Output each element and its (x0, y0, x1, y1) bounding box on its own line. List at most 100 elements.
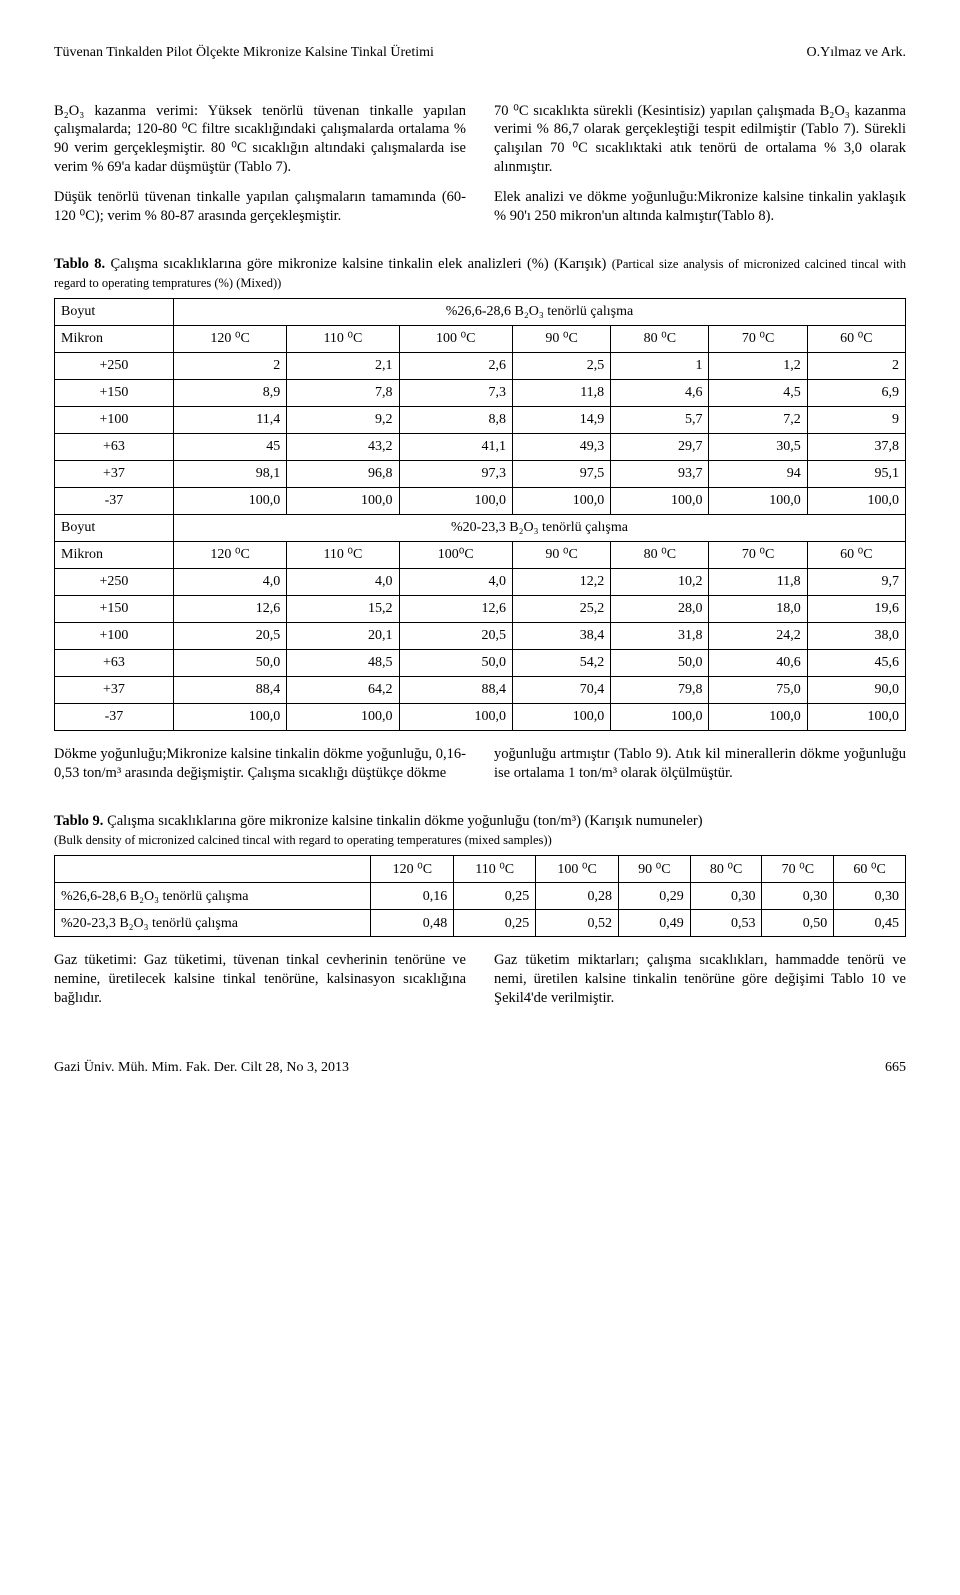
table-row-label: +100 (55, 623, 174, 650)
table-cell: 75,0 (709, 677, 807, 704)
table9-empty-hdr (55, 856, 371, 883)
intro-right-column: 70 ⁰C sıcaklıkta sürekli (Kesintisiz) ya… (494, 102, 906, 237)
table-cell: 100,0 (399, 488, 512, 515)
table9-h-2: 100 ⁰C (536, 856, 619, 883)
para-gaz-tuketimi: Gaz tüketimi: Gaz tüketimi, tüvenan tink… (54, 951, 466, 1007)
table-cell: 8,8 (399, 407, 512, 434)
table-row-label: +250 (55, 569, 174, 596)
table-cell: 41,1 (399, 434, 512, 461)
table-cell: 0,30 (834, 883, 906, 910)
table-cell: 7,3 (399, 380, 512, 407)
table8-h1-3: 90 ⁰C (512, 326, 610, 353)
table9-h-4: 80 ⁰C (690, 856, 762, 883)
table8-h1-1: 110 ⁰C (287, 326, 399, 353)
table-cell: 2,1 (287, 353, 399, 380)
table9-h-6: 60 ⁰C (834, 856, 906, 883)
table-cell: 12,6 (173, 596, 286, 623)
table-cell: 0,25 (454, 883, 536, 910)
para-yogunluk-artis: yoğunluğu artmıştır (Tablo 9). Atık kil … (494, 745, 906, 782)
table-row-label: +100 (55, 407, 174, 434)
table8-caption-rest: Çalışma sıcaklıklarına göre mikronize ka… (105, 256, 612, 272)
table-row-label: -37 (55, 488, 174, 515)
table-cell: 31,8 (611, 623, 709, 650)
table8-h1-2: 100 ⁰C (399, 326, 512, 353)
table-cell: 40,6 (709, 650, 807, 677)
table-cell: 100,0 (611, 488, 709, 515)
table-cell: 50,0 (611, 650, 709, 677)
table-row-label: -37 (55, 704, 174, 731)
table9-h-5: 70 ⁰C (762, 856, 834, 883)
table-cell: 100,0 (287, 488, 399, 515)
table-cell: 14,9 (512, 407, 610, 434)
table-cell: 24,2 (709, 623, 807, 650)
table-cell: 0,28 (536, 883, 619, 910)
table-row-label: +37 (55, 677, 174, 704)
table-cell: 45,6 (807, 650, 905, 677)
table-cell: 100,0 (807, 704, 905, 731)
table8-h2-6: 60 ⁰C (807, 542, 905, 569)
table-cell: 45 (173, 434, 286, 461)
table-cell: 20,1 (287, 623, 399, 650)
para-elek-analizi: Elek analizi ve dökme yoğunluğu:Mikroniz… (494, 188, 906, 225)
table-row-label: %26,6-28,6 B₂O₃ tenörlü çalışma (55, 883, 371, 910)
table-row-label: +150 (55, 596, 174, 623)
table-cell: 11,8 (709, 569, 807, 596)
table-cell: 4,0 (287, 569, 399, 596)
footer-left: Gazi Üniv. Müh. Mim. Fak. Der. Cilt 28, … (54, 1059, 349, 1077)
table8-h2-1: 110 ⁰C (287, 542, 399, 569)
table8-h1-5: 70 ⁰C (709, 326, 807, 353)
table-cell: 2 (173, 353, 286, 380)
table-cell: 97,5 (512, 461, 610, 488)
table-cell: 8,9 (173, 380, 286, 407)
table-cell: 2,5 (512, 353, 610, 380)
table-cell: 5,7 (611, 407, 709, 434)
table-cell: 100,0 (807, 488, 905, 515)
table-cell: 11,8 (512, 380, 610, 407)
table-row-label: +250 (55, 353, 174, 380)
table-cell: 12,6 (399, 596, 512, 623)
table-cell: 100,0 (512, 488, 610, 515)
table-cell: 49,3 (512, 434, 610, 461)
table-cell: 0,30 (762, 883, 834, 910)
table8-mikron-label-1: Mikron (55, 326, 174, 353)
table-cell: 2 (807, 353, 905, 380)
table-cell: 0,53 (690, 910, 762, 937)
table-cell: 88,4 (173, 677, 286, 704)
table9-caption: Tablo 9. Çalışma sıcaklıklarına göre mik… (54, 812, 906, 849)
table8-h1-0: 120 ⁰C (173, 326, 286, 353)
table-cell: 9,7 (807, 569, 905, 596)
table8-boyut-label-1: Boyut (55, 299, 174, 326)
running-head-right: O.Yılmaz ve Ark. (806, 44, 906, 62)
table-cell: 79,8 (611, 677, 709, 704)
table-cell: 0,29 (618, 883, 690, 910)
table-cell: 25,2 (512, 596, 610, 623)
table8-h1-4: 80 ⁰C (611, 326, 709, 353)
table9: 120 ⁰C 110 ⁰C 100 ⁰C 90 ⁰C 80 ⁰C 70 ⁰C 6… (54, 855, 906, 937)
table-cell: 70,4 (512, 677, 610, 704)
table-cell: 100,0 (173, 704, 286, 731)
table-cell: 95,1 (807, 461, 905, 488)
table-cell: 100,0 (611, 704, 709, 731)
table-cell: 0,50 (762, 910, 834, 937)
table-cell: 4,0 (173, 569, 286, 596)
para-dokme-yogunlugu: Dökme yoğunluğu;Mikronize kalsine tinkal… (54, 745, 466, 782)
table-cell: 100,0 (709, 488, 807, 515)
table-cell: 4,5 (709, 380, 807, 407)
table8-h2-2: 100⁰C (399, 542, 512, 569)
table-cell: 0,25 (454, 910, 536, 937)
table-cell: 29,7 (611, 434, 709, 461)
bottom-left-column: Gaz tüketimi: Gaz tüketimi, tüvenan tink… (54, 951, 466, 1019)
table-cell: 88,4 (399, 677, 512, 704)
mid-right-column: yoğunluğu artmıştır (Tablo 9). Atık kil … (494, 745, 906, 794)
table-cell: 6,9 (807, 380, 905, 407)
table-cell: 100,0 (287, 704, 399, 731)
table-cell: 50,0 (399, 650, 512, 677)
table-row-label: +37 (55, 461, 174, 488)
table-cell: 100,0 (512, 704, 610, 731)
table8-h2-0: 120 ⁰C (173, 542, 286, 569)
table8-boyut-label-2: Boyut (55, 515, 174, 542)
table9-h-1: 110 ⁰C (454, 856, 536, 883)
table-cell: 19,6 (807, 596, 905, 623)
para-70c: 70 ⁰C sıcaklıkta sürekli (Kesintisiz) ya… (494, 102, 906, 176)
mid-left-column: Dökme yoğunluğu;Mikronize kalsine tinkal… (54, 745, 466, 794)
